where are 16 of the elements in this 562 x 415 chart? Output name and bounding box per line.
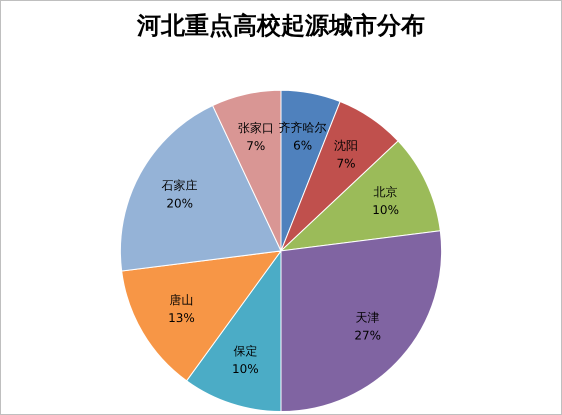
data-label: 10% bbox=[232, 362, 259, 376]
data-label: 7% bbox=[246, 139, 266, 154]
slice-label: 石家庄 bbox=[162, 178, 198, 192]
slice-label: 沈阳 bbox=[334, 138, 358, 152]
slice-label: 天津 bbox=[356, 310, 380, 324]
data-label: 10% bbox=[372, 202, 399, 217]
data-label: 7% bbox=[336, 156, 356, 170]
slice-label: 张家口 bbox=[238, 121, 274, 136]
slice-label: 北京 bbox=[374, 184, 398, 199]
data-label: 27% bbox=[354, 328, 382, 342]
data-label: 20% bbox=[166, 196, 194, 210]
slice-label: 保定 bbox=[233, 344, 258, 358]
data-label: 13% bbox=[168, 310, 195, 325]
slice-label: 唐山 bbox=[169, 292, 194, 307]
chart-title: 河北重点高校起源城市分布 bbox=[136, 10, 425, 40]
data-label: 6% bbox=[293, 138, 312, 152]
